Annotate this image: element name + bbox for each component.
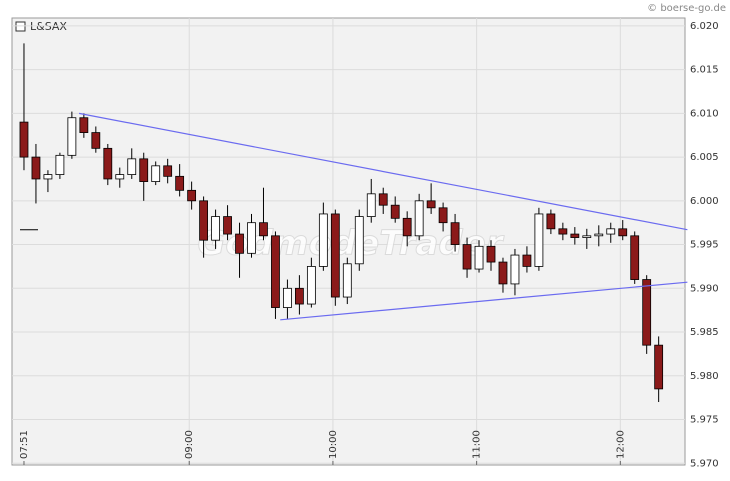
candle-body (414, 200, 424, 237)
candle-body (630, 235, 640, 280)
candle-body (594, 233, 604, 237)
y-tick-label: 5.985 (690, 327, 719, 338)
candle-body (546, 213, 556, 230)
x-tick-label: 09:00 (184, 430, 195, 459)
candle-body (330, 213, 340, 298)
candle-body (474, 245, 484, 270)
candle-body (163, 165, 173, 177)
y-tick-label: 6.010 (690, 108, 719, 119)
candle-body (534, 213, 544, 267)
trendline (78, 112, 688, 231)
y-tick-label: 6.020 (690, 21, 719, 32)
x-tick-label: 11:00 (472, 430, 483, 459)
candle-body (462, 244, 472, 270)
candle-body (498, 261, 508, 285)
candle-body (175, 175, 185, 191)
candle-body (618, 228, 628, 237)
candle-body (43, 174, 53, 180)
candle-body (366, 193, 376, 217)
candle-body (283, 287, 292, 308)
y-tick-label: 6.015 (690, 65, 719, 76)
candle-body (103, 147, 113, 180)
candle-body (19, 121, 29, 158)
candle-body (199, 200, 209, 241)
candle-body (211, 216, 220, 241)
y-tick-label: 5.970 (690, 458, 719, 469)
candle-body (402, 217, 412, 237)
candle-body (438, 207, 448, 224)
legend-marker (15, 21, 26, 32)
candle-body (426, 200, 436, 209)
candle-body (558, 228, 568, 235)
source: © boerse-go.de (647, 3, 726, 14)
candle-body (342, 263, 352, 298)
candle-body (654, 344, 664, 390)
x-tick-label: 10:00 (328, 430, 339, 459)
candle-body (223, 216, 232, 235)
candle-body (55, 154, 65, 175)
trendline (280, 281, 688, 321)
candle-body (510, 254, 520, 285)
x-tick-label: 12:00 (615, 430, 626, 459)
candle-body (306, 266, 316, 305)
candle-body (378, 193, 388, 206)
candle-body (31, 156, 41, 180)
y-tick-label: 5.995 (690, 240, 719, 251)
candle-body (486, 245, 496, 263)
y-tick-label: 6.005 (690, 152, 719, 163)
candle-body (235, 233, 244, 254)
candle-body (582, 235, 592, 238)
candle-body (259, 222, 268, 237)
y-tick-label: 5.980 (690, 371, 719, 382)
y-tick-label: 5.975 (690, 415, 719, 426)
candle-body (642, 279, 652, 346)
candle-body (450, 222, 460, 245)
candle-body (79, 117, 89, 133)
legend-label: L&SAX (30, 20, 67, 33)
candle-body (91, 132, 101, 149)
candle-body (151, 165, 161, 182)
candle-body (522, 254, 532, 267)
candle-body (271, 235, 280, 308)
candle-body (295, 287, 304, 305)
candle-body (570, 233, 580, 238)
candle-body (67, 117, 77, 156)
candle-body (318, 213, 328, 267)
plot-area (11, 17, 686, 466)
y-tick-label: 6.000 (690, 196, 719, 207)
candle-body (187, 189, 197, 202)
candle-body (115, 174, 125, 180)
candle-body (354, 216, 364, 265)
x-tick-label: 07:51 (19, 430, 30, 459)
candle-body (139, 158, 149, 182)
candle-body (606, 228, 616, 235)
candle-body (247, 222, 256, 254)
candle-body (127, 158, 137, 175)
y-tick-label: 5.990 (690, 283, 719, 294)
candle-body (390, 204, 400, 219)
